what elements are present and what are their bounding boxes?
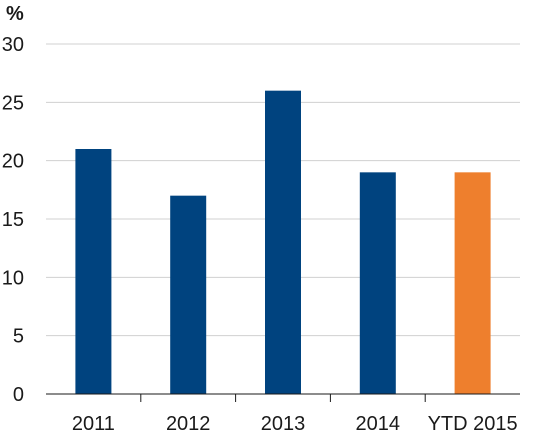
x-axis-ticks: 2011 2012 2013 2014 YTD 2015	[72, 394, 518, 435]
x-tick-label: YTD 2015	[428, 413, 518, 435]
x-tick-label: 2014	[356, 413, 401, 435]
bar-ytd-2015	[454, 172, 491, 394]
bars	[75, 90, 491, 395]
bar-2011	[75, 149, 112, 394]
y-tick-label: 30	[2, 34, 24, 56]
bar-2013	[265, 90, 301, 395]
y-tick-label: 10	[2, 267, 24, 289]
x-tick-label: 2012	[166, 413, 211, 435]
y-tick-label: 15	[2, 209, 24, 231]
y-tick-label: 25	[2, 92, 24, 114]
x-tick-label: 2013	[261, 413, 306, 435]
y-axis-ticks: 0 5 10 15 20 25 30	[2, 34, 24, 406]
y-tick-label: 0	[13, 384, 24, 406]
y-tick-label: 5	[13, 326, 24, 348]
y-unit-label: %	[6, 3, 24, 25]
bar-2012	[170, 195, 207, 394]
x-tick-label: 2011	[72, 413, 115, 435]
y-tick-label: 20	[2, 151, 24, 173]
bar-2014	[359, 172, 396, 394]
